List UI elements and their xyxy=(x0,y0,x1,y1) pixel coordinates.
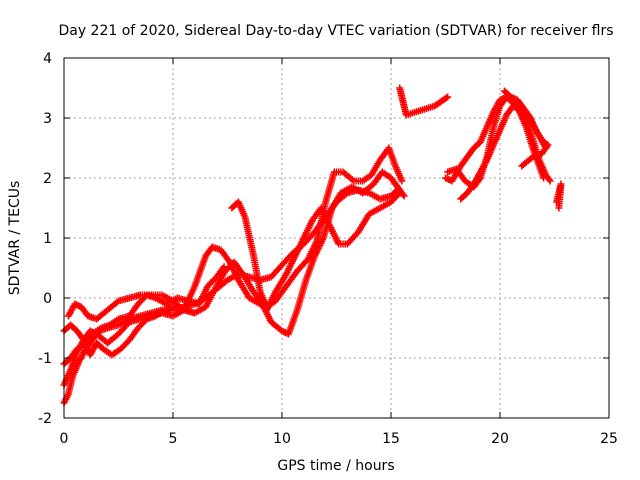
y-tick-label: 2 xyxy=(43,171,52,187)
data-points xyxy=(60,84,565,407)
series-track-6 xyxy=(396,84,452,119)
data-point xyxy=(400,192,408,200)
series-track-2 xyxy=(60,189,404,389)
data-point xyxy=(348,176,356,184)
x-tick-labels: 0 5 10 15 20 25 xyxy=(60,431,618,447)
tick-marks xyxy=(63,57,610,419)
series-track-9 xyxy=(457,102,554,203)
data-point xyxy=(444,93,452,101)
y-tick-label: -1 xyxy=(38,351,52,367)
data-point xyxy=(191,309,199,317)
data-point xyxy=(399,191,407,198)
y-tick-label: 0 xyxy=(43,291,52,307)
x-tick-label: 0 xyxy=(60,431,69,447)
y-axis-label: SDTVAR / TECUs xyxy=(7,181,23,296)
y-tick-label: 1 xyxy=(43,231,52,247)
x-axis-label: GPS time / hours xyxy=(277,458,394,474)
series-track-4 xyxy=(60,144,406,368)
data-point xyxy=(545,176,553,183)
x-tick-label: 20 xyxy=(491,431,509,447)
data-point xyxy=(220,263,228,271)
data-point xyxy=(442,94,450,102)
y-tick-label: -2 xyxy=(38,411,52,427)
chart-title: Day 221 of 2020, Sidereal Day-to-day VTE… xyxy=(58,23,613,39)
data-point xyxy=(398,177,406,185)
data-point xyxy=(518,162,526,170)
x-tick-label: 25 xyxy=(600,431,618,447)
series-track-11 xyxy=(553,180,565,212)
x-tick-label: 5 xyxy=(169,431,178,447)
series-track-10 xyxy=(500,87,552,170)
y-tick-label: 4 xyxy=(43,51,52,67)
y-tick-label: 3 xyxy=(43,111,52,127)
data-point xyxy=(546,177,554,185)
data-point xyxy=(519,161,527,169)
y-tick-labels: -2 -1 0 1 2 3 4 xyxy=(38,51,52,427)
data-point xyxy=(555,204,563,212)
x-tick-label: 15 xyxy=(382,431,400,447)
series-track-1 xyxy=(60,186,402,407)
series-track-5 xyxy=(64,291,199,323)
x-tick-label: 10 xyxy=(273,431,291,447)
